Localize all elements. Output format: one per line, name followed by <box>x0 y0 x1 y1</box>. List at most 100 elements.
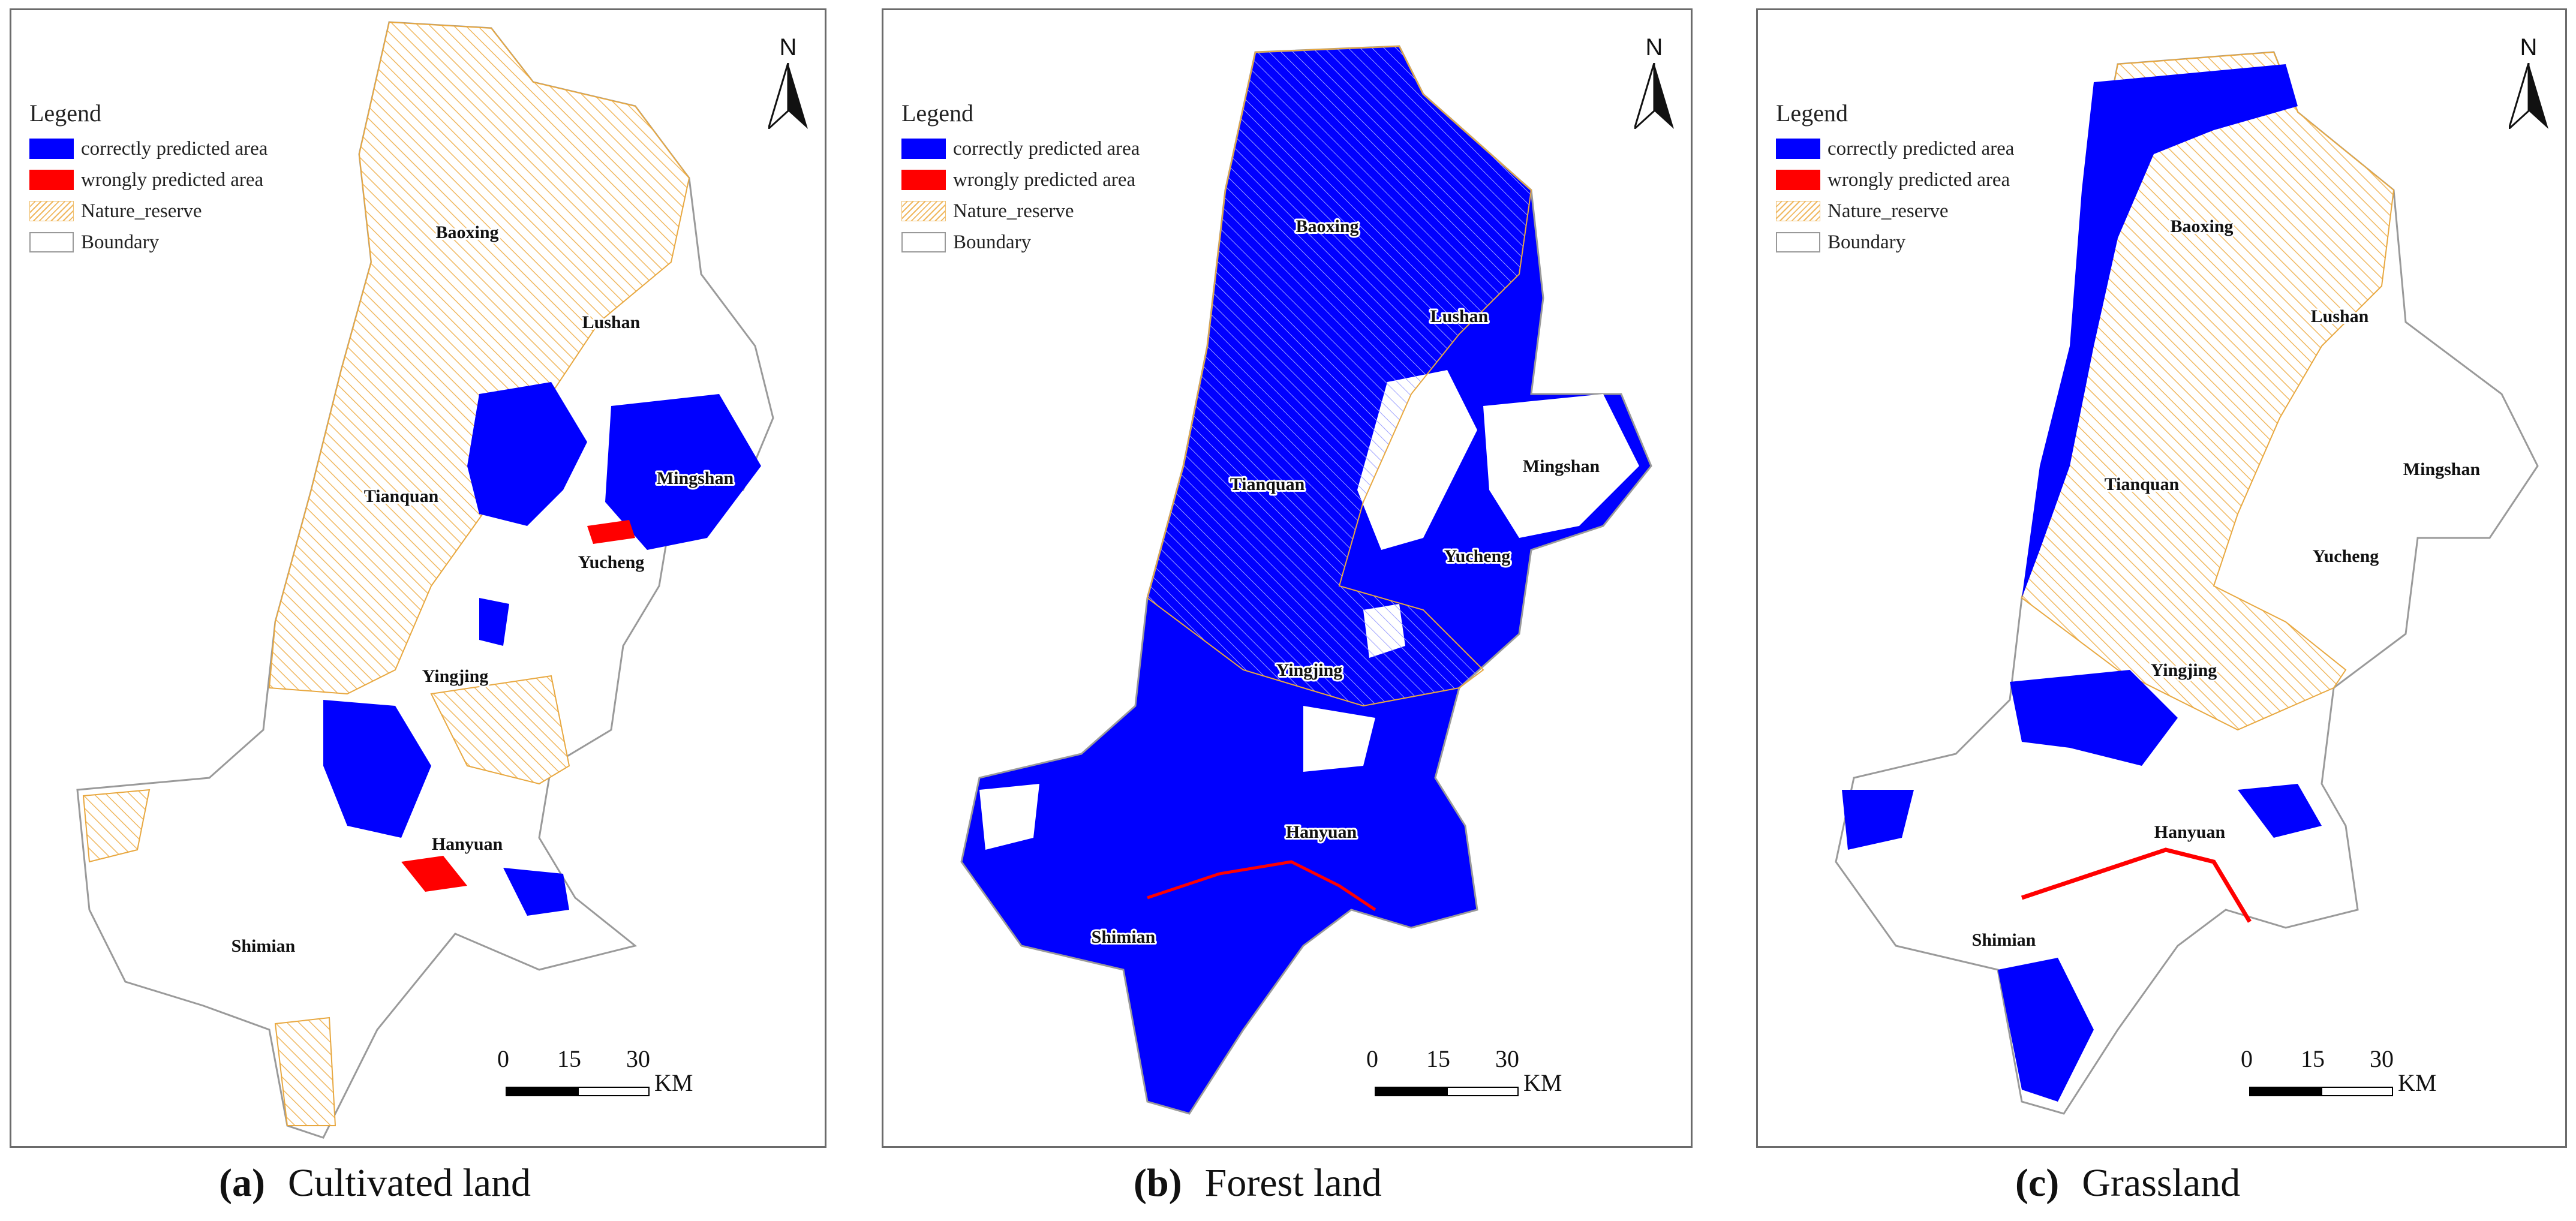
legend-swatch <box>901 170 946 190</box>
nature-reserve <box>268 21 690 695</box>
county-label: Mingshan <box>2403 459 2481 479</box>
legend-swatch <box>901 139 946 159</box>
legend-item: correctly predicted area <box>29 133 267 164</box>
nature-reserve <box>274 1017 336 1126</box>
region-map: Baoxing Lushan Mingshan Tianquan Yucheng… <box>960 45 1652 1115</box>
legend-swatch <box>1776 232 1820 252</box>
correct-area <box>2022 64 2298 598</box>
county-label: Baoxing <box>2170 216 2233 236</box>
scale-segment <box>2249 1087 2321 1096</box>
map-legend: Legend correctly predicted area wrongly … <box>901 99 1140 258</box>
legend-item: wrongly predicted area <box>901 164 1140 196</box>
legend-label: wrongly predicted area <box>1827 169 2010 191</box>
legend-item: wrongly predicted area <box>1776 164 2014 196</box>
panel-label: (c) <box>2015 1161 2060 1205</box>
legend-swatch <box>29 232 74 252</box>
legend-swatch <box>1776 201 1820 221</box>
legend-swatch <box>901 201 946 221</box>
legend-swatch <box>1776 170 1820 190</box>
legend-label: Boundary <box>81 231 160 253</box>
scale-bar: 0 15 30 KM <box>1366 1045 1582 1099</box>
scale-segment <box>1447 1087 1519 1096</box>
north-arrow-icon <box>2509 63 2548 129</box>
correct-area <box>1998 958 2094 1102</box>
scale-tick: 0 <box>497 1045 509 1072</box>
scale-unit: KM <box>2398 1069 2437 1096</box>
scale-tick: 30 <box>626 1045 650 1072</box>
panel-label: (a) <box>219 1161 265 1205</box>
legend-item: Nature_reserve <box>29 196 267 227</box>
legend-swatch <box>901 232 946 252</box>
panel-title: Forest land <box>1204 1161 1382 1205</box>
county-label: Hanyuan <box>1286 822 1357 842</box>
correct-area <box>479 598 509 646</box>
legend-label: correctly predicted area <box>81 137 268 160</box>
north-label: N <box>1645 34 1663 61</box>
correct-area <box>2238 784 2322 838</box>
map-legend: Legend correctly predicted area wrongly … <box>29 99 267 258</box>
county-label: Yingjing <box>422 666 489 686</box>
panel-title: Cultivated land <box>287 1161 531 1205</box>
county-label: Mingshan <box>1523 456 1600 476</box>
legend-title: Legend <box>901 100 973 127</box>
non-forest-area <box>979 784 1039 850</box>
legend-label: wrongly predicted area <box>81 169 264 191</box>
scale-tick: 0 <box>2241 1045 2253 1072</box>
county-label: Yingjing <box>1276 660 1343 680</box>
legend-item: Nature_reserve <box>901 196 1140 227</box>
north-arrow: N <box>2502 34 2556 136</box>
non-forest-area <box>1483 394 1639 538</box>
legend-label: Nature_reserve <box>81 200 202 222</box>
scale-unit: KM <box>1523 1069 1562 1096</box>
correct-area <box>2010 670 2178 766</box>
county-label: Hanyuan <box>432 834 503 854</box>
legend-label: Nature_reserve <box>953 200 1074 222</box>
scale-segment <box>578 1087 650 1096</box>
panel-label: (b) <box>1134 1161 1182 1205</box>
legend-item: correctly predicted area <box>1776 133 2014 164</box>
panel-caption: (c) Grassland <box>2015 1160 2240 1206</box>
wrong-area <box>2021 847 2252 923</box>
correct-area <box>467 382 587 526</box>
nature-reserve <box>82 789 151 863</box>
legend-item: Nature_reserve <box>1776 196 2014 227</box>
county-label: Lushan <box>582 312 641 332</box>
legend-item: Boundary <box>29 227 267 258</box>
scale-segment <box>2321 1087 2393 1096</box>
county-label: Shimian <box>1092 927 1156 947</box>
correct-area <box>1842 790 1914 850</box>
legend-item: Boundary <box>901 227 1140 258</box>
county-label: Baoxing <box>1295 216 1358 236</box>
legend-swatch <box>1776 139 1820 159</box>
legend-label: wrongly predicted area <box>953 169 1136 191</box>
scale-tick: 15 <box>1426 1045 1450 1072</box>
scale-bar: 0 15 30 KM <box>2241 1045 2457 1099</box>
north-arrow-icon <box>768 63 808 129</box>
map-panel-grassland: Baoxing Lushan Mingshan Tianquan Yucheng… <box>1756 8 2567 1148</box>
scale-tick: 30 <box>2370 1045 2394 1072</box>
legend-label: Boundary <box>1827 231 1906 253</box>
map-panel-cultivated: Baoxing Lushan Mingshan Tianquan Yucheng… <box>10 8 826 1148</box>
region-map: Baoxing Lushan Mingshan Tianquan Yucheng… <box>76 21 774 1139</box>
legend-swatch <box>29 201 74 221</box>
north-label: N <box>779 34 797 61</box>
wrong-area <box>401 856 467 892</box>
panel-title: Grassland <box>2082 1161 2241 1205</box>
legend-title: Legend <box>29 100 101 127</box>
county-label: Yucheng <box>2313 546 2379 566</box>
scale-tick: 15 <box>2301 1045 2325 1072</box>
legend-item: wrongly predicted area <box>29 164 267 196</box>
county-label: Shimian <box>232 936 296 956</box>
county-label: Yucheng <box>578 552 645 572</box>
north-arrow-icon <box>1634 63 1674 129</box>
scale-bar: 0 15 30 KM <box>497 1045 713 1099</box>
scale-tick: 30 <box>1495 1045 1519 1072</box>
county-label: Shimian <box>1972 930 2036 950</box>
scale-tick: 15 <box>557 1045 581 1072</box>
county-label: Hanyuan <box>2154 822 2226 842</box>
county-label: Yucheng <box>1444 546 1511 566</box>
county-label: Mingshan <box>657 468 734 488</box>
legend-label: Boundary <box>953 231 1032 253</box>
map-legend: Legend correctly predicted area wrongly … <box>1776 99 2014 258</box>
legend-label: Nature_reserve <box>1827 200 1949 222</box>
